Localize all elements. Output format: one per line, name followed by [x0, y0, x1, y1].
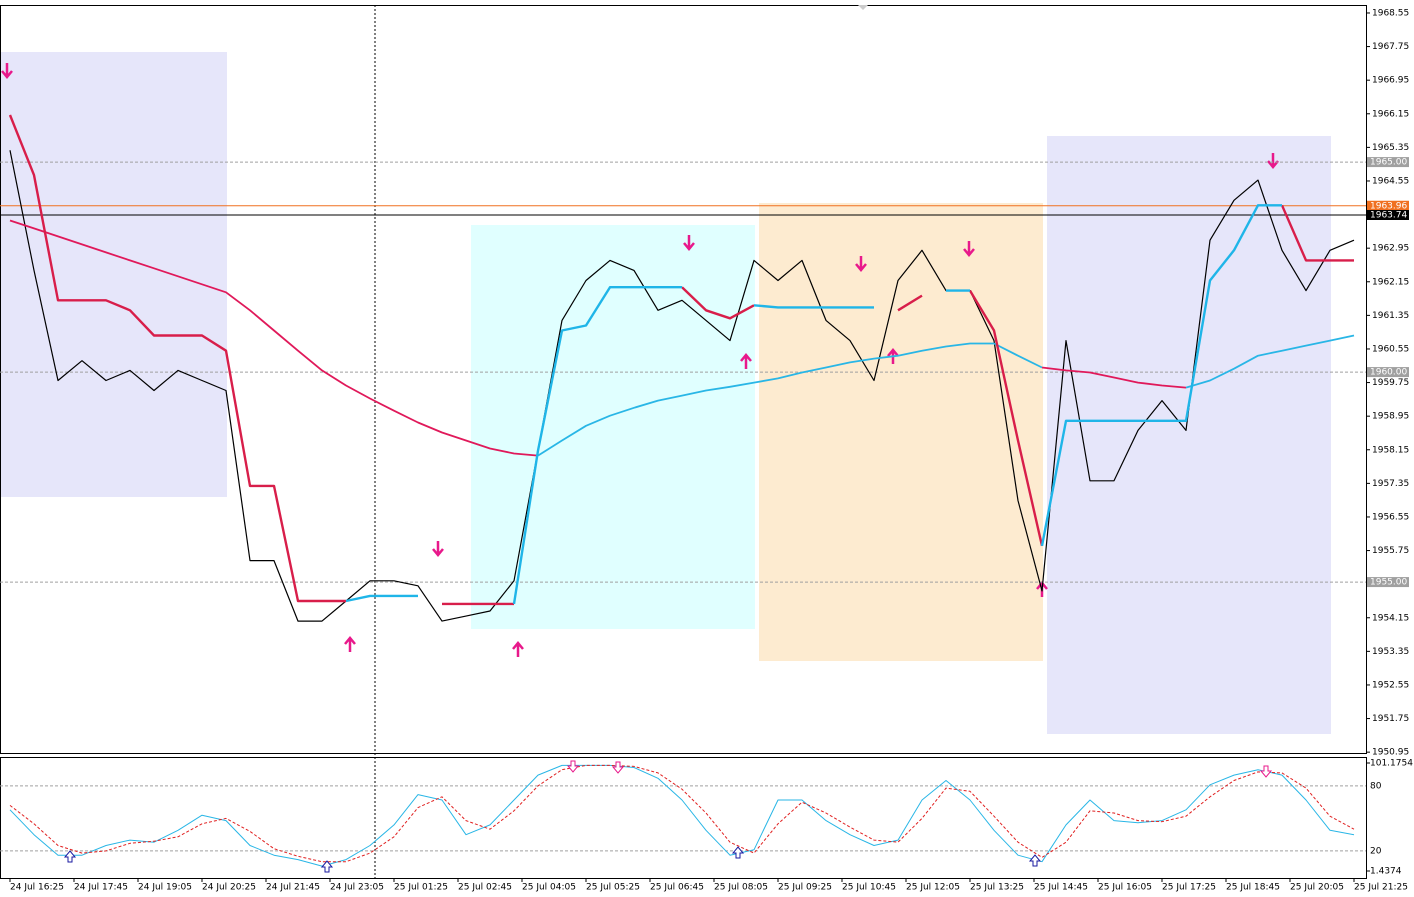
- y-tick-label: 1954.15: [1372, 613, 1409, 623]
- price-level-tag: [1367, 200, 1409, 211]
- series-line: [9, 764, 1355, 867]
- y-tick-label: 1955.75: [1372, 546, 1409, 556]
- price-level-tag: [1367, 367, 1409, 378]
- y-tick-label: 1958.95: [1372, 412, 1409, 422]
- y-tick-label: 1952.55: [1372, 680, 1409, 690]
- oscillator-arrow: [566, 760, 580, 773]
- oscillator-arrow: [320, 860, 334, 873]
- price-level-tag: [1367, 157, 1409, 168]
- x-tick-label: 24 Jul 16:25: [10, 883, 64, 893]
- price-level-label: 1963.96: [1370, 201, 1407, 211]
- session-box: [1047, 136, 1331, 734]
- oscillator-tick-label: 101.1754: [1370, 759, 1413, 769]
- signal-arrow: [1, 63, 13, 79]
- x-tick-label: 25 Jul 21:25: [1354, 883, 1408, 893]
- y-tick-label: 1953.35: [1372, 647, 1409, 657]
- y-tick-label: 1966.95: [1372, 76, 1409, 86]
- y-tick-label: 1951.75: [1372, 714, 1409, 724]
- shift-marker: [858, 5, 868, 10]
- x-tick-label: 25 Jul 09:25: [778, 883, 832, 893]
- x-tick-label: 24 Jul 17:45: [74, 883, 128, 893]
- x-tick-label: 24 Jul 19:05: [138, 883, 192, 893]
- main-frame: [0, 5, 1367, 754]
- y-tick-label: 1964.55: [1372, 176, 1409, 186]
- x-tick-label: 24 Jul 21:45: [266, 883, 320, 893]
- y-tick-label: 1950.95: [1372, 748, 1409, 758]
- signal-arrow: [855, 256, 867, 272]
- price-level-label: 1963.74: [1370, 210, 1407, 220]
- oscillator-arrow: [1028, 854, 1042, 867]
- price-level-label: 1960.00: [1370, 368, 1407, 378]
- x-tick-label: 25 Jul 14:45: [1034, 883, 1088, 893]
- signal-arrow: [683, 235, 695, 251]
- oscillator-tick-label: 80: [1370, 781, 1382, 791]
- price-level-label: 1965.00: [1370, 158, 1407, 168]
- signal-arrow: [512, 641, 524, 657]
- series-line: [8, 114, 1354, 606]
- oscillator-arrow: [611, 761, 625, 774]
- oscillator-tick-label: 20: [1370, 846, 1382, 856]
- series-line: [537, 334, 1355, 457]
- x-tick-label: 25 Jul 01:25: [394, 883, 448, 893]
- session-box: [471, 225, 755, 629]
- oscillator-arrow: [1259, 765, 1273, 778]
- series-line: [9, 764, 1355, 863]
- x-tick-label: 25 Jul 17:25: [1162, 883, 1216, 893]
- y-tick-label: 1965.35: [1372, 143, 1409, 153]
- x-tick-label: 24 Jul 23:05: [330, 883, 384, 893]
- x-tick-label: 25 Jul 10:45: [842, 883, 896, 893]
- x-tick-label: 25 Jul 16:05: [1098, 883, 1152, 893]
- session-box: [0, 52, 227, 497]
- oscillator-frame: [0, 757, 1367, 879]
- y-tick-label: 1960.55: [1372, 344, 1409, 354]
- series-line: [345, 204, 1282, 605]
- x-tick-label: 24 Jul 20:25: [202, 883, 256, 893]
- signal-arrow: [1267, 153, 1279, 169]
- signal-arrow: [963, 241, 975, 257]
- price-level-label: 1955.00: [1370, 578, 1407, 588]
- y-tick-label: 1967.75: [1372, 42, 1409, 52]
- oscillator-tick-label: 1.4374: [1370, 867, 1402, 877]
- x-tick-label: 25 Jul 08:05: [714, 883, 768, 893]
- signal-arrow: [344, 636, 356, 652]
- y-tick-label: 1962.95: [1372, 244, 1409, 254]
- x-tick-label: 25 Jul 20:05: [1290, 883, 1344, 893]
- y-tick-label: 1966.15: [1372, 109, 1409, 119]
- y-tick-label: 1962.15: [1372, 277, 1409, 287]
- y-tick-label: 1956.55: [1372, 512, 1409, 522]
- price-level-tag: [1367, 577, 1409, 588]
- session-box: [759, 203, 1043, 661]
- y-tick-label: 1961.35: [1372, 311, 1409, 321]
- signal-arrow: [887, 348, 899, 364]
- oscillator-arrow: [731, 846, 745, 859]
- x-tick-label: 25 Jul 02:45: [458, 883, 512, 893]
- y-tick-label: 1959.75: [1372, 378, 1409, 388]
- y-tick-label: 1968.55: [1372, 8, 1409, 18]
- oscillator-arrow: [63, 850, 77, 863]
- x-tick-label: 25 Jul 18:45: [1226, 883, 1280, 893]
- signal-arrow: [740, 353, 752, 369]
- series-line: [9, 219, 1187, 457]
- y-tick-label: 1957.35: [1372, 479, 1409, 489]
- x-tick-label: 25 Jul 13:25: [970, 883, 1024, 893]
- series-line: [9, 150, 1355, 622]
- x-tick-label: 25 Jul 06:45: [650, 883, 704, 893]
- x-tick-label: 25 Jul 05:25: [586, 883, 640, 893]
- price-level-tag: [1367, 209, 1409, 220]
- x-tick-label: 25 Jul 12:05: [906, 883, 960, 893]
- y-tick-label: 1958.15: [1372, 445, 1409, 455]
- x-tick-label: 25 Jul 04:05: [522, 883, 576, 893]
- signal-arrow: [432, 541, 444, 557]
